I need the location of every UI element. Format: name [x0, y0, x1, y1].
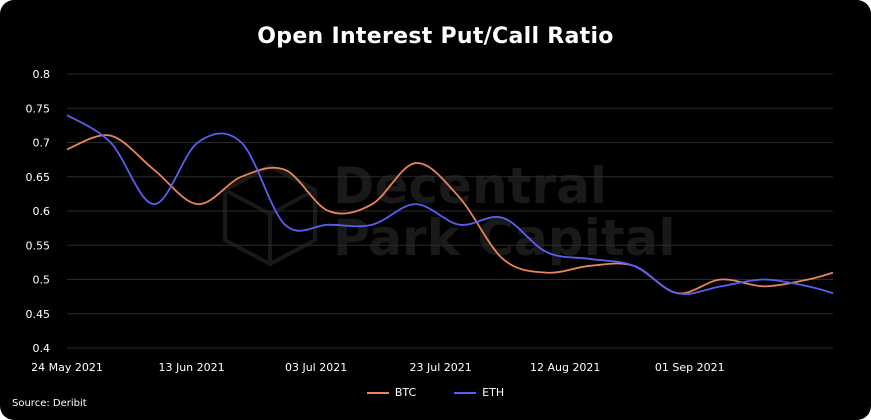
y-tick-label: 0.65: [26, 171, 51, 184]
legend-item-btc: BTC: [367, 386, 416, 399]
legend-label-eth: ETH: [482, 386, 504, 399]
y-tick-label: 0.75: [26, 102, 51, 115]
x-tick-label: 13 Jun 2021: [158, 361, 224, 374]
eth-series-line: [67, 115, 833, 294]
y-tick-label: 0.55: [26, 239, 51, 252]
legend: BTC ETH: [0, 386, 871, 399]
y-tick-label: 0.8: [33, 68, 51, 81]
y-tick-label: 0.4: [33, 342, 51, 355]
y-tick-label: 0.6: [33, 205, 51, 218]
btc-series-line: [67, 135, 833, 293]
x-tick-label: 01 Sep 2021: [655, 361, 725, 374]
x-tick-label: 12 Aug 2021: [530, 361, 600, 374]
y-tick-label: 0.7: [33, 137, 51, 150]
x-tick-label: 23 Jul 2021: [410, 361, 472, 374]
x-tick-label: 03 Jul 2021: [285, 361, 347, 374]
x-tick-label: 24 May 2021: [31, 361, 103, 374]
legend-item-eth: ETH: [454, 386, 504, 399]
legend-swatch-btc: [367, 392, 389, 394]
y-tick-label: 0.5: [33, 274, 51, 287]
legend-swatch-eth: [454, 392, 476, 394]
source-note: Source: Deribit: [12, 398, 87, 409]
y-tick-label: 0.45: [26, 308, 51, 321]
legend-label-btc: BTC: [395, 386, 416, 399]
